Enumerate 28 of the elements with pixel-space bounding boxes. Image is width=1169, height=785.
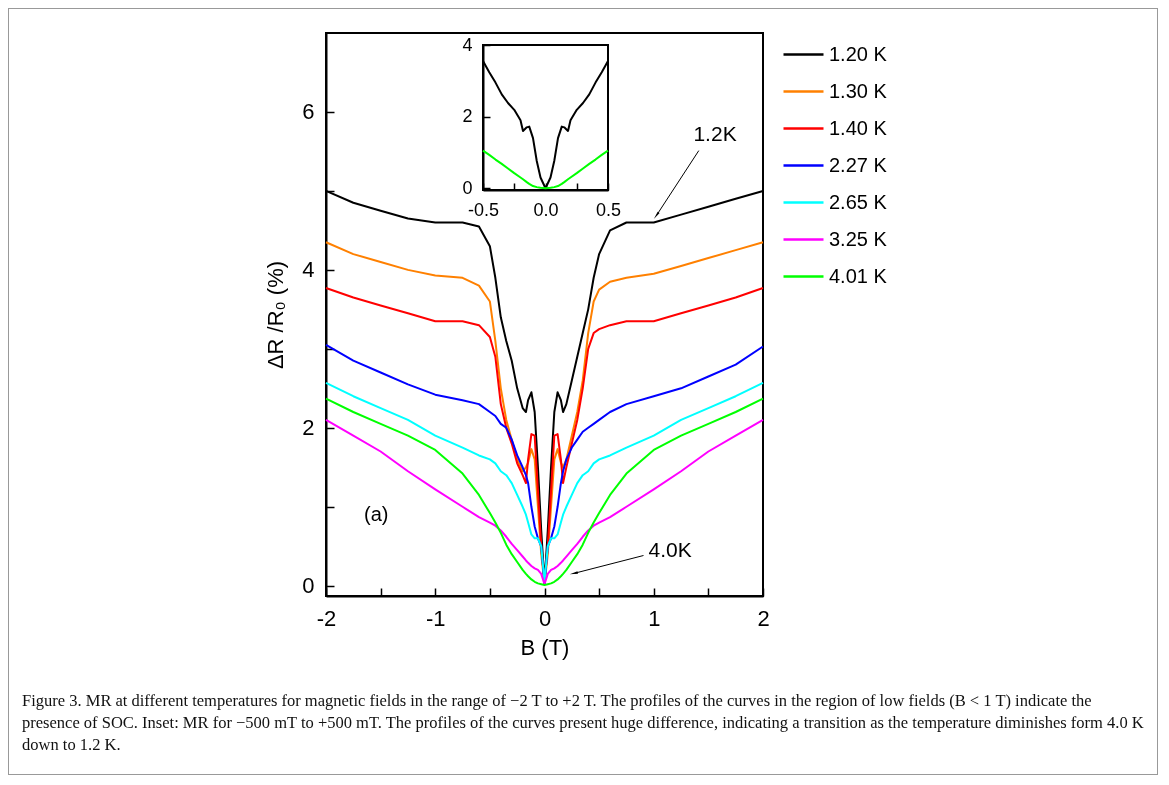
x-tick-label: 1 xyxy=(648,605,661,631)
y-tick-label: 0 xyxy=(462,177,473,198)
x-tick-label: -1 xyxy=(425,605,446,631)
x-tick-label: -0.5 xyxy=(467,199,500,220)
annotation: (a) xyxy=(364,503,389,525)
y-tick-label: 6 xyxy=(302,99,315,125)
x-axis-title: B (T) xyxy=(520,634,570,660)
y-axis-title: ΔR /R₀ (%) xyxy=(263,260,289,370)
caption: Figure 3. MR at different temperatures for magnetic fields in the range of −2 T to +2 T. The profiles of the curves in the region of low fields (B < 1 T) indicate the presence of SOC. Inset: MR for −500 mT to +500 mT. The profiles of the curves present huge difference, indicating a transition as the temperature diminishes form 4.0 K down to 1.2 K. xyxy=(22,690,1145,756)
x-tick-label: 0 xyxy=(538,605,552,631)
legend-label: 1.30 K xyxy=(829,79,888,102)
annotation: 4.0K xyxy=(648,538,692,562)
legend-label: 3.25 K xyxy=(829,227,888,250)
legend-label: 2.27 K xyxy=(829,153,888,176)
x-tick-label: -2 xyxy=(316,605,337,631)
y-tick-label: 2 xyxy=(462,106,473,127)
x-tick-label: 0.5 xyxy=(595,199,622,220)
legend-label: 1.20 K xyxy=(829,42,888,65)
legend-label: 4.01 K xyxy=(829,264,888,287)
x-tick-label: 0.0 xyxy=(533,199,559,220)
y-tick-label: 0 xyxy=(302,573,315,599)
y-tick-label: 4 xyxy=(302,257,315,283)
annotation: 1.2K xyxy=(693,121,737,145)
legend-label: 1.40 K xyxy=(829,116,888,139)
y-tick-label: 4 xyxy=(462,34,473,55)
legend-label: 2.65 K xyxy=(829,190,888,213)
y-tick-label: 2 xyxy=(302,415,315,441)
x-tick-label: 2 xyxy=(757,605,770,631)
